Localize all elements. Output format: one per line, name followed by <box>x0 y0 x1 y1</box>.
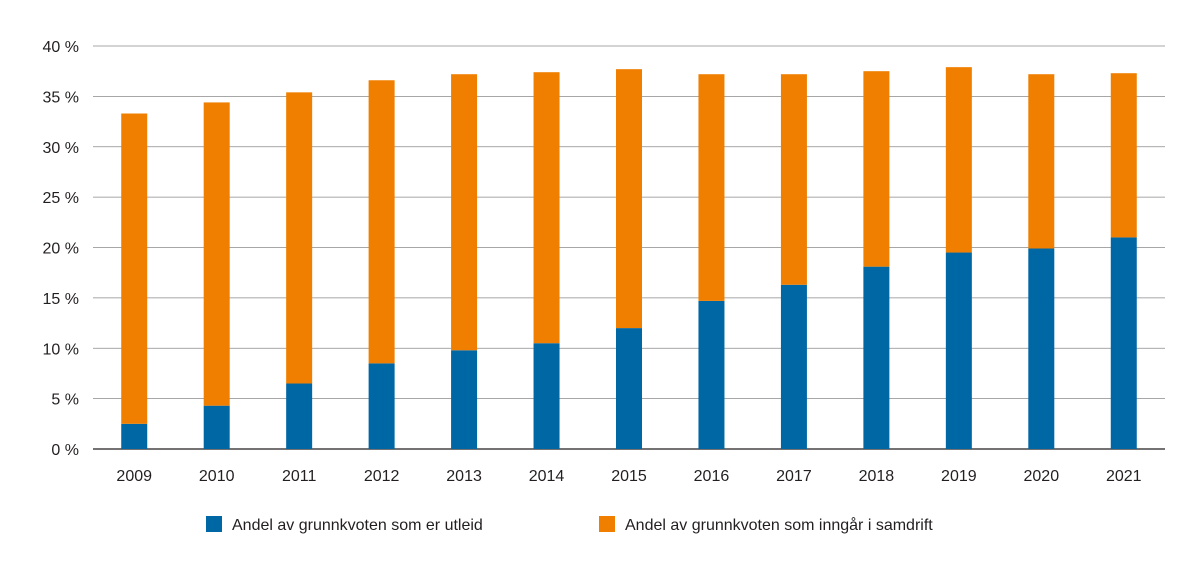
x-axis-ticks: 2009 2010 2011 2012 2013 2014 2015 2016 2017 2018… <box>116 468 1141 485</box>
y-tick-label: 30 % <box>43 140 79 157</box>
y-tick-label: 20 % <box>43 241 79 258</box>
bar-samdrift <box>203 102 230 406</box>
y-axis-ticks: 0 % 5 % 10 % 15 % 20 % 25 % 30 % 35 % 40 % <box>43 39 79 459</box>
bar-samdrift <box>121 113 148 424</box>
x-tick-label: 2020 <box>1024 468 1060 485</box>
bar-samdrift <box>945 67 972 253</box>
x-tick-label: 2011 <box>282 468 317 485</box>
x-tick-label: 2009 <box>116 468 152 485</box>
bar-samdrift <box>533 72 560 344</box>
y-tick-label: 40 % <box>43 39 79 56</box>
bar-utleid <box>698 300 725 449</box>
y-tick-label: 15 % <box>43 291 79 308</box>
bars <box>121 67 1137 449</box>
bar-utleid <box>451 350 478 449</box>
x-tick-label: 2015 <box>611 468 647 485</box>
x-tick-label: 2018 <box>859 468 895 485</box>
y-tick-label: 0 % <box>51 442 79 459</box>
bar-samdrift <box>451 74 478 351</box>
x-tick-label: 2010 <box>199 468 235 485</box>
x-tick-label: 2017 <box>776 468 812 485</box>
bar-samdrift <box>286 92 313 384</box>
bar-utleid <box>1110 237 1137 449</box>
x-tick-label: 2016 <box>694 468 730 485</box>
x-tick-label: 2013 <box>446 468 482 485</box>
y-tick-label: 35 % <box>43 89 79 106</box>
bar-samdrift <box>616 69 642 329</box>
y-tick-label: 25 % <box>43 190 79 207</box>
bar-samdrift <box>1028 74 1055 249</box>
legend-label-samdrift: Andel av grunnkvoten som inngår i samdri… <box>625 516 933 534</box>
bar-utleid <box>863 266 890 449</box>
bar-samdrift <box>780 74 807 285</box>
bar-samdrift <box>698 74 725 301</box>
bar-samdrift <box>368 80 395 364</box>
legend-label-utleid: Andel av grunnkvoten som er utleid <box>232 517 483 534</box>
legend: Andel av grunnkvoten som er utleid Andel… <box>206 516 933 534</box>
bar-utleid <box>533 343 560 449</box>
bar-utleid <box>286 383 313 449</box>
bar-utleid <box>945 252 972 449</box>
x-tick-label: 2021 <box>1106 468 1142 485</box>
y-tick-label: 5 % <box>51 392 79 409</box>
legend-swatch-samdrift <box>599 516 615 532</box>
bar-utleid <box>121 423 148 449</box>
bar-samdrift <box>1110 73 1137 238</box>
bar-samdrift <box>863 71 890 267</box>
bar-utleid <box>616 328 642 449</box>
bar-utleid <box>368 363 395 449</box>
bar-utleid <box>780 284 807 449</box>
legend-swatch-utleid <box>206 516 222 532</box>
x-tick-label: 2012 <box>364 468 400 485</box>
x-tick-label: 2014 <box>529 468 565 485</box>
bar-utleid <box>1028 248 1055 449</box>
bar-utleid <box>203 405 230 449</box>
x-tick-label: 2019 <box>941 468 977 485</box>
y-tick-label: 10 % <box>43 341 79 358</box>
